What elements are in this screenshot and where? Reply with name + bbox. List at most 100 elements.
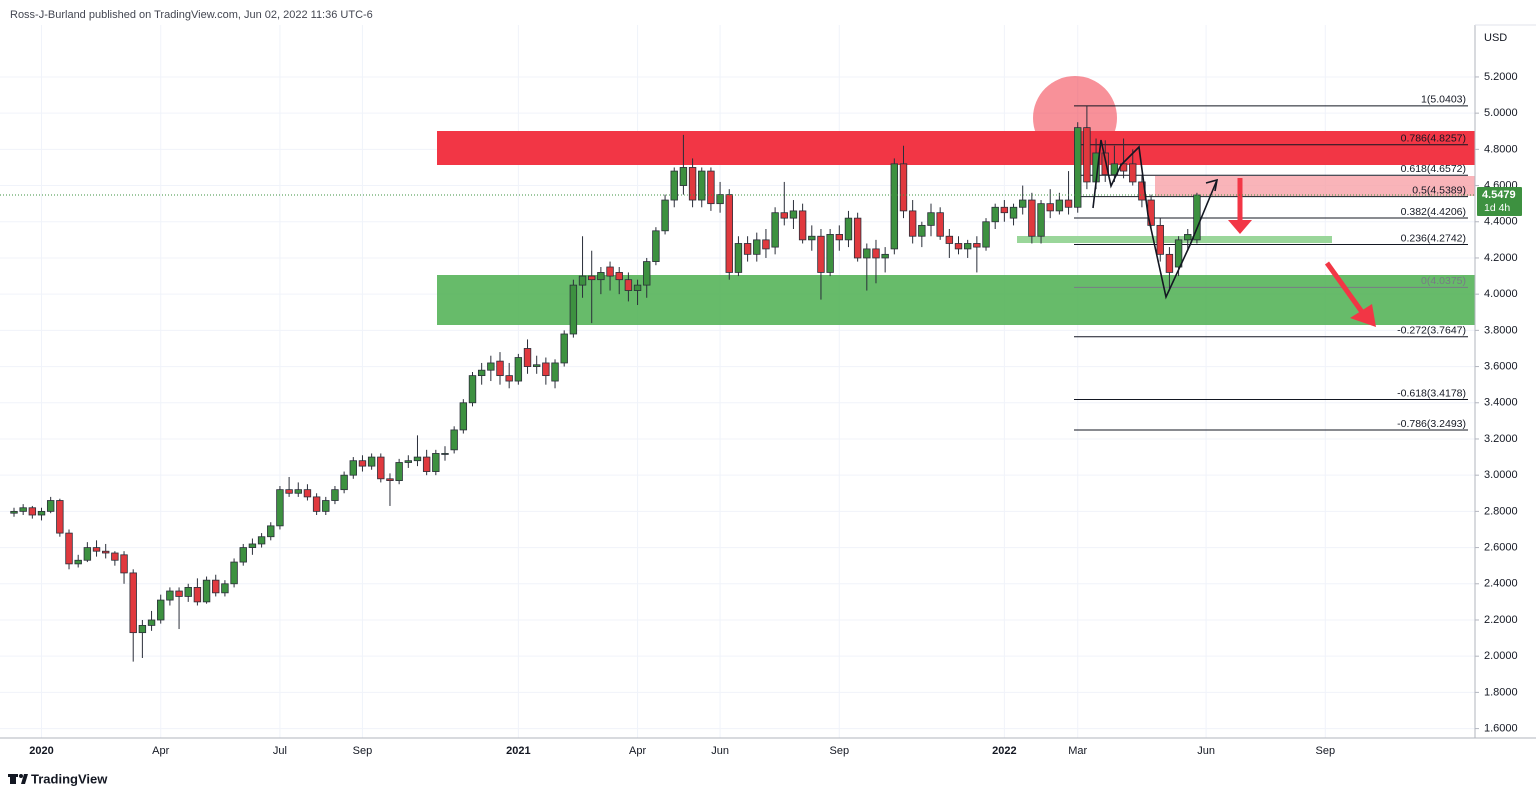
x-tick-label: Mar bbox=[1068, 745, 1087, 757]
candle-body bbox=[294, 489, 302, 494]
x-tick-label: Jul bbox=[273, 745, 287, 757]
y-tick-label: 3.6000 bbox=[1484, 360, 1518, 372]
candle-body bbox=[193, 586, 202, 603]
candle-body bbox=[505, 375, 513, 382]
y-tick-label: 4.4000 bbox=[1484, 216, 1518, 228]
fib-label: 0.618(4.6572) bbox=[1401, 163, 1466, 175]
candle-body bbox=[743, 243, 752, 255]
candle-body bbox=[138, 625, 147, 634]
candle-body bbox=[358, 460, 367, 467]
candle-body bbox=[404, 460, 413, 463]
candle-body bbox=[303, 489, 312, 498]
y-tick-label: 5.0000 bbox=[1484, 107, 1518, 119]
fib-label: -0.618(3.4178) bbox=[1397, 387, 1466, 399]
zigzag-drawing bbox=[1092, 139, 1218, 300]
candle-body bbox=[588, 275, 596, 281]
y-tick-label: 3.0000 bbox=[1484, 469, 1518, 481]
candle-body bbox=[276, 489, 284, 527]
y-tick-label: 3.2000 bbox=[1484, 433, 1518, 445]
neckline-zone bbox=[1017, 236, 1332, 243]
x-tick-label: Jun bbox=[711, 745, 729, 757]
fib-label: 0.786(4.8257) bbox=[1401, 132, 1466, 144]
candle-body bbox=[1083, 127, 1091, 183]
candle-body bbox=[230, 561, 238, 585]
y-tick-label: 2.2000 bbox=[1484, 614, 1518, 626]
x-axis: 2020 Apr Jul Sep 2021 Apr Jun Sep 2022 Mar Jun Sep bbox=[29, 745, 1335, 757]
candle-body bbox=[597, 272, 605, 281]
x-tick-label: 2021 bbox=[506, 745, 530, 757]
x-tick-label: Apr bbox=[629, 745, 646, 757]
y-tick-label: 4.0000 bbox=[1484, 288, 1518, 300]
countdown-label: 1d 4h bbox=[1484, 202, 1510, 214]
y-tick-label: 2.4000 bbox=[1484, 578, 1518, 590]
candle-body bbox=[340, 474, 348, 491]
candle-body bbox=[688, 167, 697, 201]
x-tick-label: 2020 bbox=[29, 745, 53, 757]
candle-body bbox=[202, 579, 211, 603]
candle-body bbox=[285, 489, 293, 494]
candle-body bbox=[120, 554, 128, 574]
candle-body bbox=[92, 547, 101, 552]
candle-body bbox=[936, 212, 944, 237]
candle-body bbox=[762, 239, 770, 250]
candle-body bbox=[716, 194, 724, 205]
candle-body bbox=[212, 579, 220, 594]
x-tick-label: 2022 bbox=[992, 745, 1016, 757]
candle-body bbox=[147, 619, 156, 626]
candle-body bbox=[890, 163, 899, 250]
pink-zone bbox=[1155, 176, 1475, 196]
candle-body bbox=[450, 429, 458, 451]
y-tick-label: 3.8000 bbox=[1484, 324, 1518, 336]
candle-body bbox=[771, 212, 779, 248]
candle-body bbox=[817, 235, 825, 273]
candle-body bbox=[37, 510, 46, 516]
candle-body bbox=[798, 210, 807, 241]
candle-body bbox=[184, 586, 192, 597]
candle-body bbox=[1074, 127, 1082, 208]
candle-body bbox=[1193, 194, 1201, 241]
candle-body bbox=[670, 170, 678, 201]
candle-body bbox=[468, 375, 477, 404]
candle-body bbox=[835, 234, 843, 241]
candle-body bbox=[441, 453, 449, 455]
candle-body bbox=[432, 453, 440, 472]
candle-body bbox=[312, 496, 321, 512]
candle-body bbox=[129, 572, 137, 634]
candle-body bbox=[1101, 152, 1109, 176]
candle-body bbox=[606, 266, 614, 277]
candle-body bbox=[10, 510, 18, 514]
y-tick-label: 2.6000 bbox=[1484, 541, 1518, 553]
candle-body bbox=[532, 364, 541, 367]
candle-body bbox=[780, 212, 788, 219]
arrow-head bbox=[1205, 178, 1219, 192]
candle-body bbox=[633, 284, 642, 291]
candle-body bbox=[377, 456, 385, 480]
fib-label: 0(4.0375) bbox=[1421, 275, 1466, 287]
candle-body bbox=[872, 248, 880, 259]
fib-label: 0.236(4.2742) bbox=[1401, 232, 1466, 244]
fib-label: 0.382(4.4206) bbox=[1401, 206, 1466, 218]
candle-body bbox=[395, 462, 403, 482]
candle-body bbox=[413, 456, 422, 462]
candle-body bbox=[863, 248, 871, 259]
diagonal-arrow-head bbox=[1350, 304, 1376, 327]
candle-body bbox=[707, 170, 715, 205]
candle-body bbox=[844, 217, 853, 241]
last-price-label: 4.5479 bbox=[1482, 189, 1516, 201]
candle-body bbox=[248, 543, 257, 548]
candle-body bbox=[725, 194, 733, 273]
last-price-box bbox=[1477, 186, 1522, 216]
candle-body bbox=[175, 590, 183, 597]
candle-body bbox=[918, 224, 926, 237]
candle-body bbox=[257, 536, 266, 545]
x-tick-label: Sep bbox=[1316, 745, 1336, 757]
fib-label: -0.786(3.2493) bbox=[1397, 418, 1466, 430]
candle-body bbox=[56, 500, 64, 534]
candle-body bbox=[643, 261, 651, 286]
candle-body bbox=[1046, 203, 1054, 212]
candle-body bbox=[982, 221, 990, 248]
candle-body bbox=[331, 489, 339, 501]
